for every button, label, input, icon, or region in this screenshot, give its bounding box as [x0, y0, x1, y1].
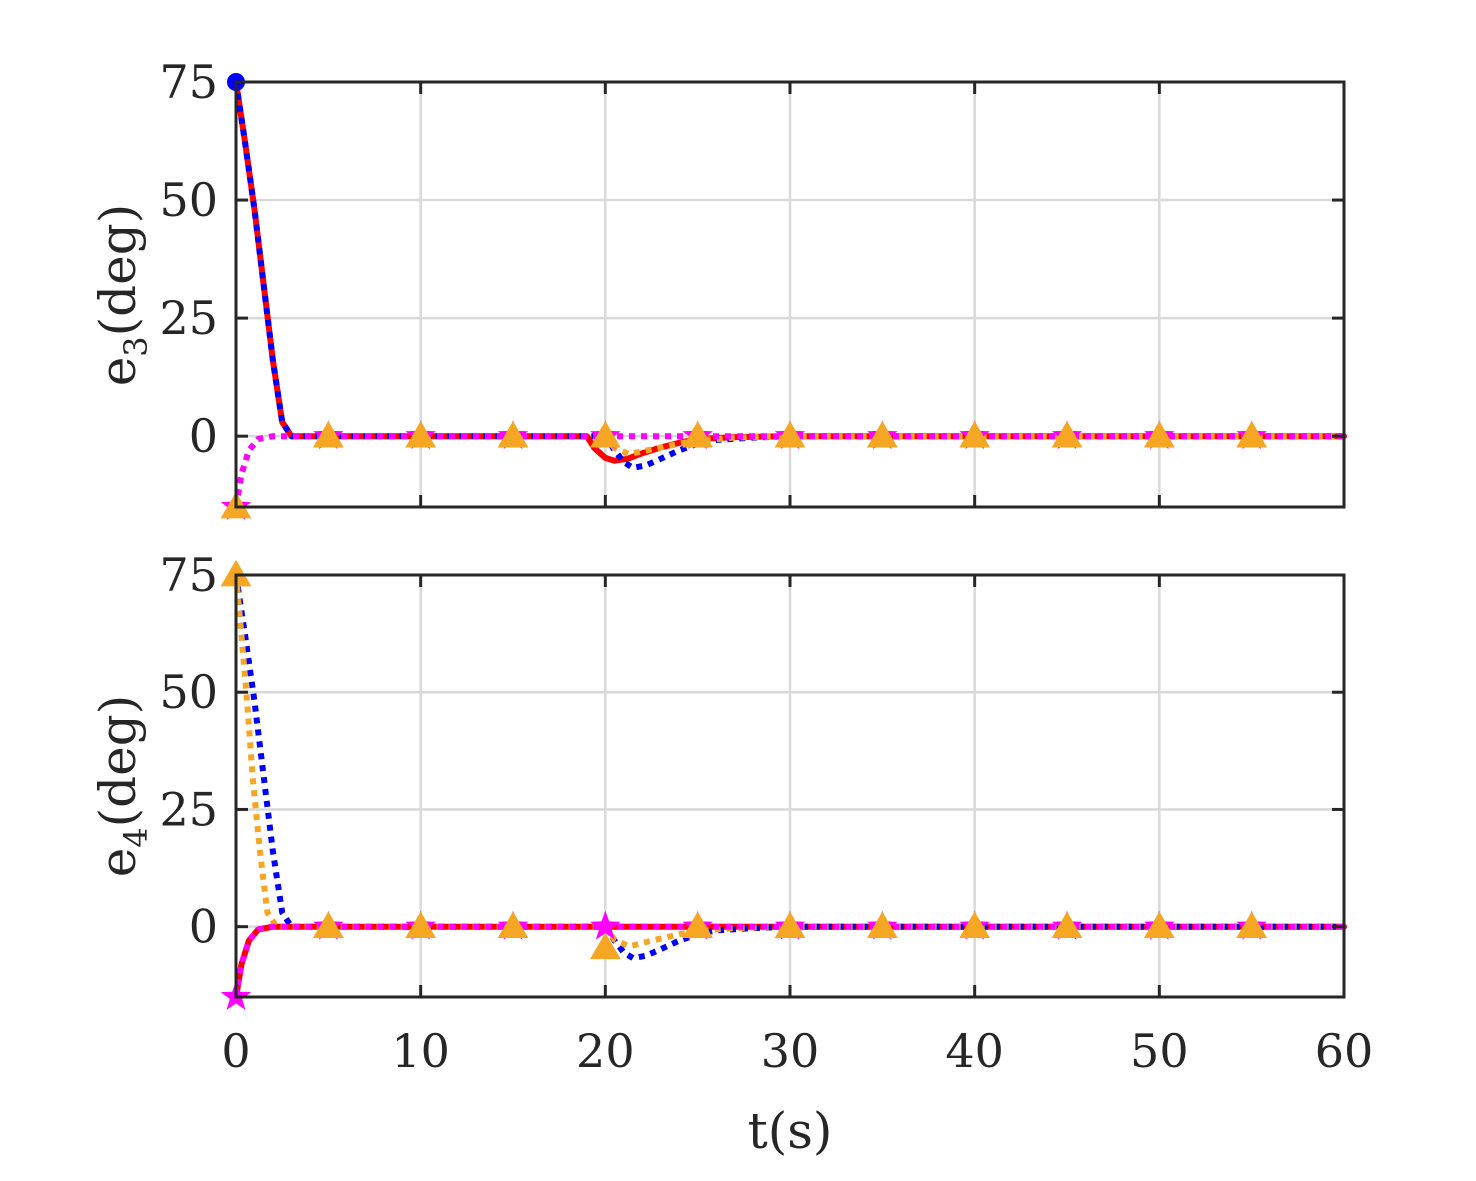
e3-triangle-marker [1051, 421, 1083, 448]
e4-ytick-label: 0 [189, 900, 218, 954]
e3-triangle-marker [1236, 421, 1268, 448]
e3-ytick-label: 25 [159, 291, 218, 345]
e3-triangle-marker [497, 421, 529, 448]
e3-triangle-marker [959, 421, 991, 448]
e4-triangle-marker [405, 911, 437, 939]
e4-triangle-marker [312, 911, 344, 939]
e4-triangle-marker [866, 911, 898, 939]
e3-triangle-marker [312, 421, 344, 448]
e4-triangle-marker [589, 932, 621, 960]
e4-triangle-marker [1051, 911, 1083, 939]
e3-ytick-label: 50 [159, 173, 218, 227]
e4-markers-group [220, 559, 1268, 1010]
e4-triangle-marker [682, 911, 714, 939]
e3-ytick-labels: 0 25 50 75 [159, 55, 218, 463]
e3-triangle-marker [774, 421, 806, 448]
e4-triangle-marker [497, 911, 529, 939]
e4-xtick-label: 10 [391, 1024, 450, 1078]
e3-triangle-marker [589, 421, 621, 448]
e4-xtick-labels: 0 10 20 30 40 50 60 [221, 1024, 1373, 1078]
e4-xtick-label: 50 [1130, 1024, 1189, 1078]
e4-ytick-label: 25 [159, 782, 218, 836]
e4-triangle-marker [1143, 911, 1175, 939]
e3-ytick-label: 0 [189, 409, 218, 463]
e3-ylabel: e3(deg) [89, 204, 155, 387]
e4-panel: 0 25 50 75 0 10 20 30 40 50 60 e4(deg) t(s) [89, 548, 1373, 1160]
e3-ticks [234, 80, 1346, 507]
e3-triangle-marker [866, 421, 898, 448]
e4-xtick-label: 60 [1315, 1024, 1374, 1078]
e3-triangle-marker [405, 421, 437, 448]
e3-ytick-label: 75 [159, 55, 218, 109]
e4-triangle-marker [220, 559, 252, 587]
e3-series-line-1 [233, 81, 1344, 471]
e4-triangle-marker [959, 911, 991, 939]
e4-xtick-label: 40 [945, 1024, 1004, 1078]
e3-triangle-marker [1143, 421, 1175, 448]
e3-series-line-3 [233, 433, 1344, 508]
xlabel: t(s) [748, 1102, 833, 1160]
e4-triangle-marker [1236, 911, 1268, 939]
e4-ytick-label: 75 [159, 548, 218, 602]
e4-xtick-label: 0 [221, 1024, 250, 1078]
e4-ticks [234, 573, 1346, 997]
e4-ylabel: e4(deg) [89, 695, 155, 878]
e3-triangle-marker [682, 421, 714, 448]
e4-xtick-label: 30 [761, 1024, 820, 1078]
e4-ytick-labels: 0 25 50 75 [159, 548, 218, 954]
e4-xtick-label: 20 [576, 1024, 635, 1078]
e4-triangle-marker [774, 911, 806, 939]
e4-series-group [233, 574, 1347, 1000]
e4-star-marker [590, 910, 621, 940]
e4-ytick-label: 50 [159, 665, 218, 719]
e4-series-line-3 [233, 923, 1344, 998]
e3-panel: 0 25 50 75 e3(deg) [89, 55, 1347, 520]
